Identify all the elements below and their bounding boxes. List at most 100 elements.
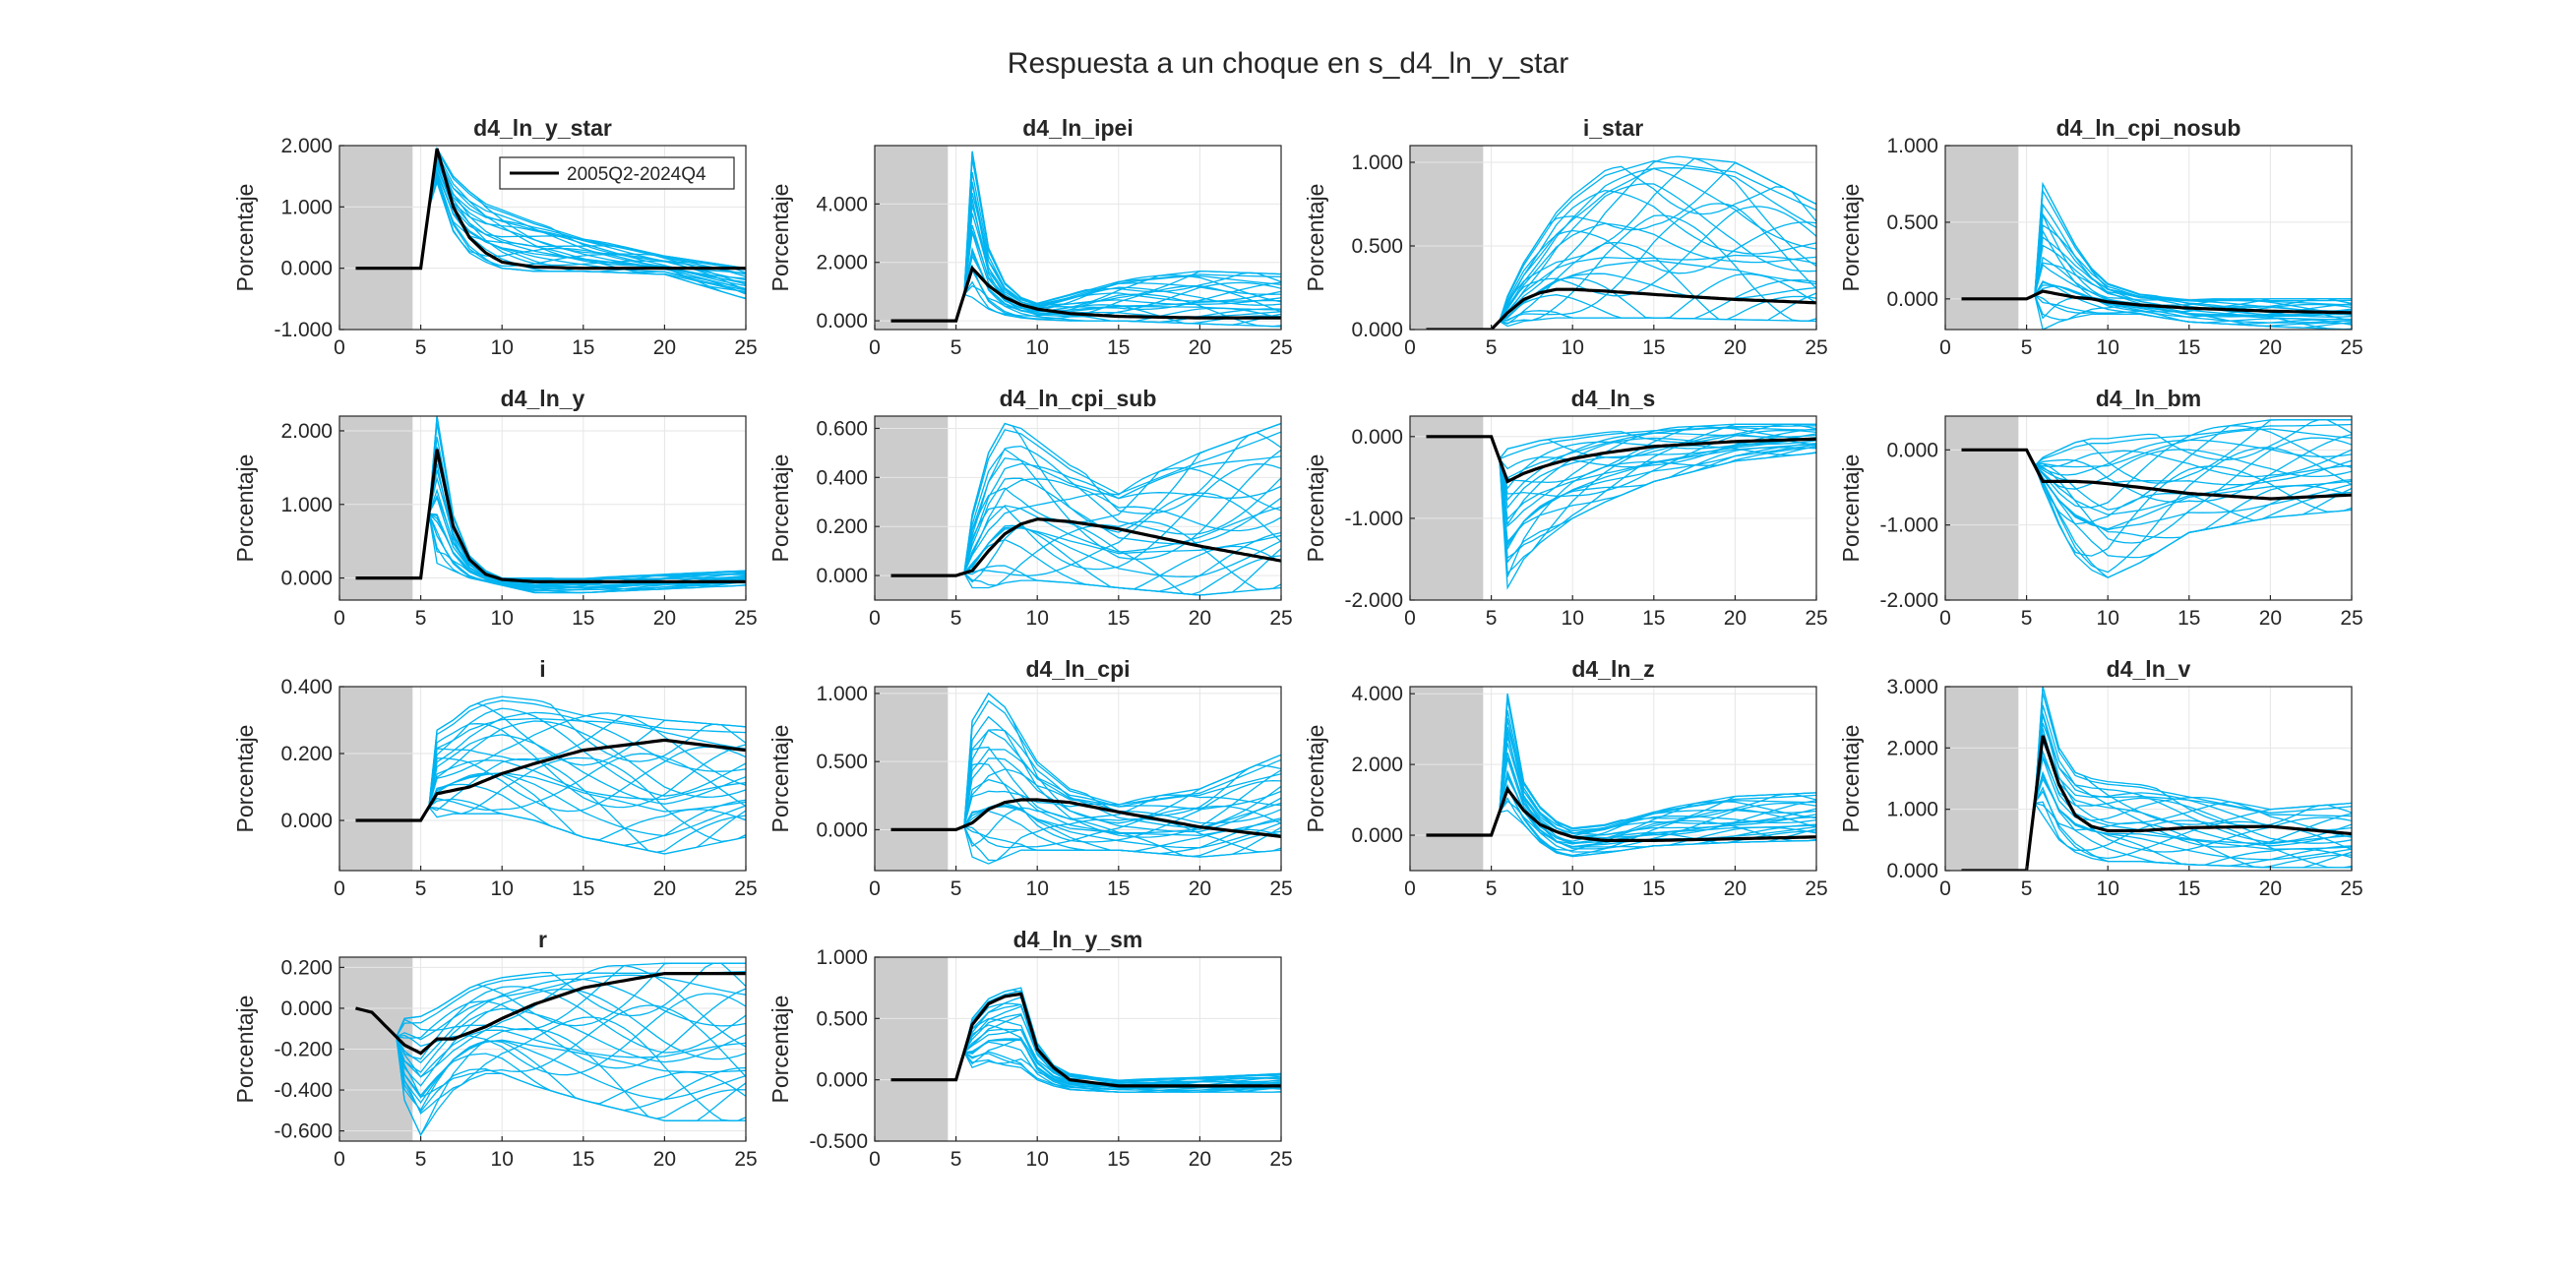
y-axis-label: Porcentaje	[232, 996, 258, 1104]
subplot-d4-ln-ipei: 0 5 10 15 20 25 0.000 2.000 4.000 d4_ln_ipei Porce…	[767, 115, 1293, 359]
simulation-series-line	[1426, 221, 1816, 330]
x-tick-label: 0	[334, 607, 345, 630]
shaded-region	[1410, 146, 1484, 330]
x-tick-label: 20	[2259, 877, 2282, 900]
y-tick-label: -0.500	[809, 1130, 868, 1153]
y-tick-label: 0.500	[1351, 235, 1403, 258]
shaded-region	[1410, 416, 1484, 600]
median-series-line	[1961, 448, 2352, 501]
subplot-title: d4_ln_z	[1571, 656, 1654, 682]
simulation-series-line	[1426, 222, 1816, 330]
axes-box	[1944, 145, 2353, 331]
x-tick-label: 0	[869, 877, 881, 900]
y-tick-label: 2.000	[1886, 737, 1938, 759]
y-tick-label: 2.000	[280, 420, 333, 443]
y-tick-label: -1.000	[274, 319, 333, 341]
simulation-series-line	[1961, 738, 2352, 871]
y-tick-label: 0.200	[280, 743, 333, 765]
median-series-line	[1961, 735, 2352, 871]
simulation-lines	[355, 695, 746, 855]
simulation-lines	[1426, 423, 1816, 590]
simulation-series-line	[1961, 771, 2352, 871]
x-tick-label: 25	[2340, 607, 2362, 630]
shaded-region	[875, 146, 949, 330]
y-tick-label: 0.400	[280, 676, 333, 698]
x-tick-label: 20	[2259, 607, 2282, 630]
simulation-series-line	[1426, 272, 1816, 330]
y-axis-label: Porcentaje	[1303, 184, 1328, 292]
y-tick-label: -0.600	[274, 1120, 333, 1143]
simulation-lines	[355, 962, 746, 1137]
y-axis-label: Porcentaje	[1838, 725, 1864, 833]
median-series-line	[355, 449, 746, 583]
x-tick-label: 15	[1642, 607, 1665, 630]
shaded-region	[1945, 146, 2019, 330]
x-tick-label: 15	[2177, 336, 2200, 359]
subplot-i: 0 5 10 15 20 25 0.000 0.200 0.400 i Porcentaje	[232, 656, 758, 900]
simulation-series-line	[1961, 749, 2352, 871]
simulation-series-line	[355, 1007, 746, 1137]
y-tick-label: 0.000	[816, 565, 868, 587]
x-tick-label: 10	[2097, 336, 2119, 359]
x-tick-label: 15	[572, 336, 594, 359]
simulation-series-line	[1426, 214, 1816, 330]
x-tick-label: 20	[2259, 336, 2282, 359]
y-axis-label: Porcentaje	[232, 725, 258, 833]
x-tick-label: 25	[2340, 336, 2362, 359]
y-tick-label: 0.000	[1351, 426, 1403, 449]
y-axis-label: Porcentaje	[1838, 454, 1864, 563]
legend-entry: 2005Q2-2024Q4	[567, 164, 706, 185]
axes-box	[1944, 686, 2353, 872]
axes-box	[874, 415, 1282, 601]
y-tick-label: 1.000	[816, 683, 868, 705]
simulation-series-line	[355, 1007, 746, 1112]
axes-box	[1944, 415, 2353, 601]
y-tick-label: 0.500	[1886, 212, 1938, 234]
x-tick-label: 5	[2021, 607, 2033, 630]
shaded-region	[875, 687, 949, 871]
shaded-region	[339, 416, 413, 600]
y-tick-label: 0.000	[1886, 860, 1938, 882]
simulation-series-line	[1961, 801, 2352, 871]
simulation-lines	[890, 987, 1281, 1093]
x-tick-label: 20	[1189, 877, 1211, 900]
simulation-lines	[355, 416, 746, 594]
y-tick-label: 0.000	[816, 310, 868, 332]
simulation-series-line	[1426, 203, 1816, 330]
x-tick-label: 15	[572, 877, 594, 900]
x-tick-label: 15	[2177, 607, 2200, 630]
simulation-lines	[1961, 419, 2352, 578]
x-tick-label: 0	[1404, 607, 1416, 630]
y-tick-label: 0.000	[1351, 824, 1403, 847]
y-tick-label: 2.000	[1351, 754, 1403, 776]
x-tick-label: 10	[1562, 336, 1584, 359]
y-tick-label: 0.000	[280, 568, 333, 590]
simulation-series-line	[1426, 279, 1816, 330]
x-tick-label: 25	[1269, 1148, 1292, 1171]
y-axis-label: Porcentaje	[1303, 454, 1328, 563]
y-tick-label: 0.600	[816, 417, 868, 440]
x-tick-label: 25	[734, 336, 757, 359]
simulation-series-line	[355, 962, 746, 1039]
x-tick-label: 5	[415, 607, 427, 630]
subplot-d4-ln-y-sm: 0 5 10 15 20 25 -0.500 0.000 0.500 1.000 d4_ln_y_s…	[767, 927, 1293, 1171]
subplot-d4-ln-s: 0 5 10 15 20 25 -2.000 -1.000 0.000 d4_ln_s Porcen…	[1303, 386, 1828, 630]
median-series-line	[890, 265, 1281, 323]
subplot-d4-ln-cpi: 0 5 10 15 20 25 0.000 0.500 1.000 d4_ln_cpi Porcen…	[767, 656, 1293, 900]
median-series-line	[1426, 435, 1816, 484]
median-series-line	[890, 798, 1281, 838]
y-axis-label: Porcentaje	[232, 454, 258, 563]
y-tick-label: -2.000	[1879, 589, 1938, 612]
x-tick-label: 10	[1026, 1148, 1049, 1171]
x-tick-label: 25	[1269, 607, 1292, 630]
x-tick-label: 25	[1805, 336, 1827, 359]
y-tick-label: 2.000	[816, 252, 868, 274]
axes-box	[338, 145, 747, 331]
x-tick-label: 15	[1107, 607, 1130, 630]
median-series-line	[1426, 786, 1816, 843]
simulation-lines	[1961, 687, 2352, 871]
subplot-title: d4_ln_y_sm	[1013, 927, 1143, 952]
simulation-series-line	[1426, 161, 1816, 330]
simulation-series-line	[355, 1007, 746, 1105]
